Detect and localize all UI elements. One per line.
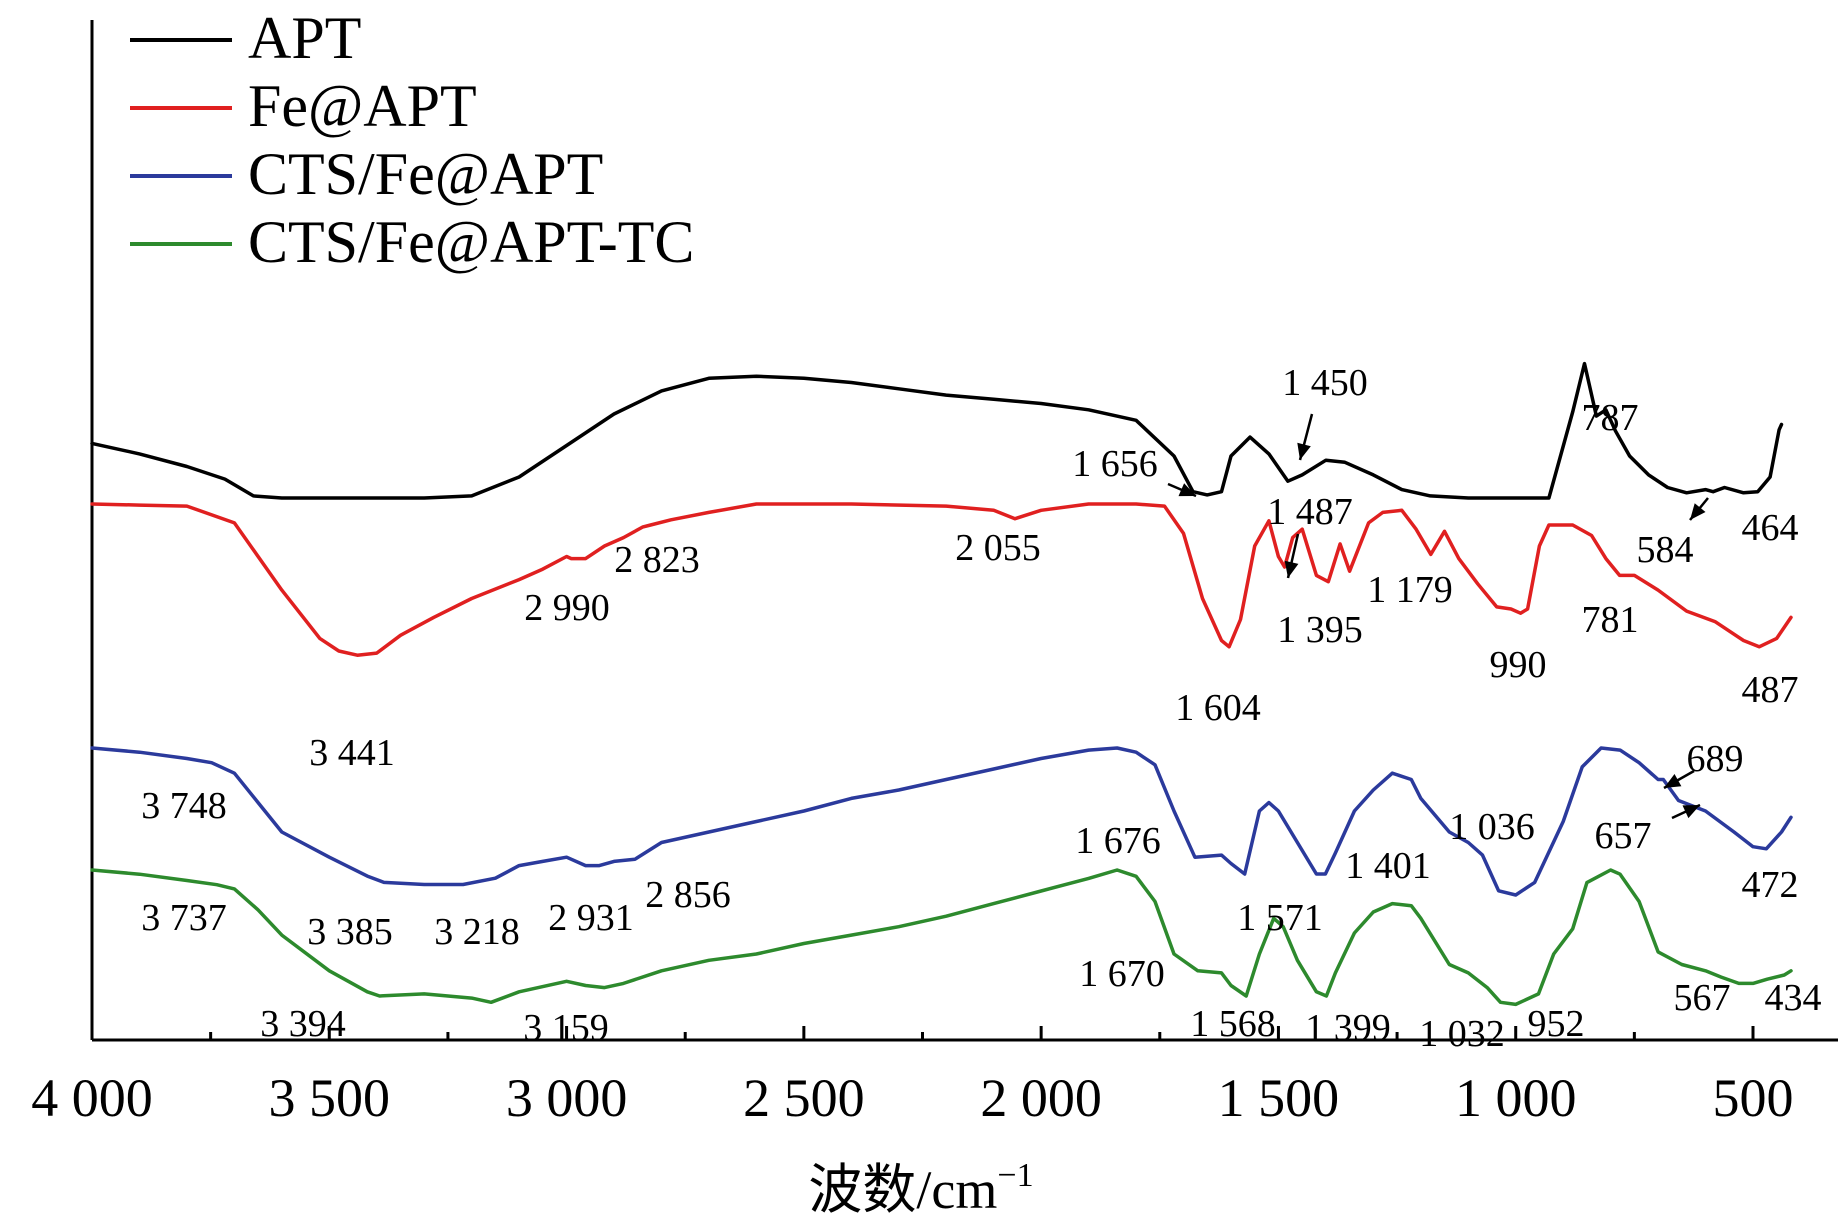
series-line-1: [90, 361, 1784, 500]
peak-label: 787: [1582, 397, 1639, 439]
x-tick-label: 2 500: [743, 1068, 865, 1128]
peak-label: 472: [1742, 864, 1799, 906]
peak-label: 584: [1637, 529, 1694, 571]
peak-label: 2 931: [548, 897, 634, 939]
x-axis-label-superscript: −1: [997, 1157, 1033, 1194]
peak-label: 3 394: [260, 1003, 346, 1045]
x-tick-label: 1 000: [1455, 1068, 1577, 1128]
peak-arrow-head: [1297, 442, 1311, 460]
peak-label: 1 604: [1175, 687, 1261, 729]
legend-label: CTS/Fe@APT-TC: [248, 209, 694, 275]
peak-label: 1 487: [1267, 491, 1353, 533]
peak-label: 3 748: [141, 785, 227, 827]
peak-label: 2 823: [614, 539, 700, 581]
axes: 4 000 3 500 3 000 2 500 2 000 1 500 1 000 500: [31, 20, 1838, 1128]
peak-label: 2 055: [955, 527, 1041, 569]
peak-label: 689: [1687, 738, 1744, 780]
peak-label: 1 179: [1367, 569, 1453, 611]
x-axis-label: 波数/cm−1: [808, 1157, 1033, 1220]
peak-label: 1 450: [1282, 362, 1368, 404]
peak-label: 2 856: [645, 874, 731, 916]
peak-label: 3 385: [307, 911, 393, 953]
series-line-4: [90, 868, 1793, 1007]
legend-label: APT: [248, 5, 361, 71]
series-line-3: [90, 746, 1793, 897]
peak-label: 567: [1674, 977, 1731, 1019]
legend-label: CTS/Fe@APT: [248, 141, 603, 207]
peak-arrow-head: [1690, 503, 1706, 520]
peak-arrow-head: [1664, 774, 1682, 788]
peak-arrow-head: [1682, 805, 1700, 819]
peak-label: 3 441: [309, 732, 395, 774]
peak-label: 1 571: [1237, 897, 1323, 939]
peak-label: 1 676: [1075, 820, 1161, 862]
x-tick-label: 1 500: [1218, 1068, 1340, 1128]
peak-label: 1 568: [1190, 1003, 1276, 1045]
peak-label: 1 036: [1449, 806, 1535, 848]
peak-label: 781: [1582, 599, 1639, 641]
peak-arrow-head: [1284, 560, 1299, 578]
x-tick-label: 2 000: [980, 1068, 1102, 1128]
legend-label: Fe@APT: [248, 73, 477, 139]
peak-label: 3 218: [434, 911, 520, 953]
peak-label: 1 401: [1345, 845, 1431, 887]
peak-label: 990: [1490, 644, 1547, 686]
series-line-2: [90, 502, 1793, 657]
series-lines: [90, 361, 1793, 1007]
peak-label: 2 990: [524, 587, 610, 629]
peak-label: 464: [1742, 507, 1799, 549]
peak-label: 434: [1765, 977, 1822, 1019]
peak-label: 1 656: [1072, 443, 1158, 485]
peak-label: 1 032: [1419, 1013, 1505, 1055]
x-tick-label: 500: [1713, 1068, 1794, 1128]
peak-label: 3 159: [523, 1007, 609, 1049]
peak-label: 1 399: [1305, 1007, 1391, 1049]
peak-label: 1 670: [1079, 953, 1165, 995]
peak-arrows: [1167, 413, 1709, 820]
peak-label: 657: [1595, 815, 1652, 857]
x-tick-label: 4 000: [31, 1068, 153, 1128]
x-axis-label-main: 波数/cm: [808, 1160, 997, 1220]
peak-label: 952: [1528, 1003, 1585, 1045]
x-tick-label: 3 000: [506, 1068, 628, 1128]
x-tick-label: 3 500: [269, 1068, 391, 1128]
peak-arrow-head: [1178, 483, 1196, 497]
peak-label: 1 395: [1277, 609, 1363, 651]
peak-label: 487: [1742, 669, 1799, 711]
peak-label: 3 737: [141, 897, 227, 939]
